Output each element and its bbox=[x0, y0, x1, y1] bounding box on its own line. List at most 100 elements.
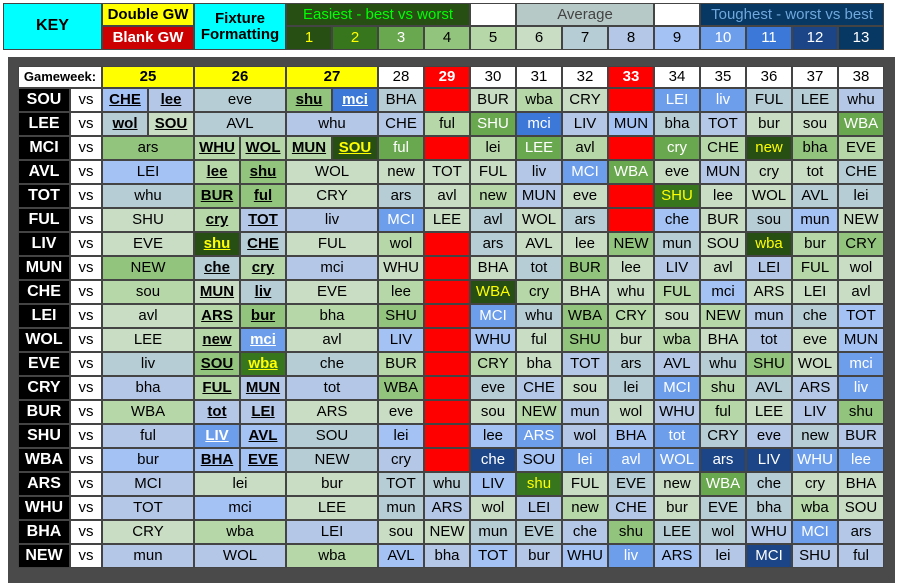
fixture: ars bbox=[378, 184, 424, 208]
fixture: SHU bbox=[102, 208, 194, 232]
fixture: BHA bbox=[194, 448, 240, 472]
fixture: WBA bbox=[700, 472, 746, 496]
fixture: CHE bbox=[700, 136, 746, 160]
fixture: EVE bbox=[516, 520, 562, 544]
gameweek-header: 38 bbox=[838, 66, 884, 88]
formatting-line: Fixture bbox=[214, 9, 265, 27]
fixture: SHU bbox=[792, 544, 838, 568]
blank-fixture bbox=[424, 256, 470, 280]
fixture: wba bbox=[654, 328, 700, 352]
fixture: lee bbox=[194, 160, 240, 184]
fixture: SOU bbox=[516, 448, 562, 472]
fixture: SOU bbox=[194, 352, 240, 376]
fixture: EVE bbox=[608, 472, 654, 496]
fixture: mci bbox=[194, 496, 286, 520]
fixture: lee bbox=[562, 232, 608, 256]
fixture: CHE bbox=[608, 496, 654, 520]
fixture: LIV bbox=[792, 400, 838, 424]
fixture: wol bbox=[378, 232, 424, 256]
gameweek-header: 37 bbox=[792, 66, 838, 88]
fixture: shu bbox=[608, 520, 654, 544]
fixture: AVL bbox=[792, 184, 838, 208]
fixture: ars bbox=[838, 520, 884, 544]
fixture: MCI bbox=[470, 304, 516, 328]
fixture: new bbox=[194, 328, 240, 352]
fixture: NEW bbox=[700, 304, 746, 328]
fixture: sou bbox=[746, 208, 792, 232]
fixture: ful bbox=[516, 328, 562, 352]
fixture: ful bbox=[240, 184, 286, 208]
vs-label: vs bbox=[70, 88, 102, 112]
fixture: TOT bbox=[424, 160, 470, 184]
fixture: eve bbox=[470, 376, 516, 400]
team-name: WOL bbox=[18, 328, 70, 352]
fixture: TOT bbox=[470, 544, 516, 568]
fixture: mci bbox=[516, 112, 562, 136]
fixture: cry bbox=[516, 280, 562, 304]
fixture: avl bbox=[424, 184, 470, 208]
fixture: lee bbox=[700, 184, 746, 208]
fixture: tot bbox=[286, 376, 378, 400]
fixture: CHE bbox=[378, 112, 424, 136]
fixture: mun bbox=[102, 544, 194, 568]
fixture: wol bbox=[470, 496, 516, 520]
fixture: che bbox=[562, 520, 608, 544]
fixture: wba bbox=[240, 352, 286, 376]
fixture: LIV bbox=[654, 256, 700, 280]
fixture: SHU bbox=[562, 328, 608, 352]
fixture: mci bbox=[700, 280, 746, 304]
level-swatch: 8 bbox=[608, 26, 654, 50]
team-name: WHU bbox=[18, 496, 70, 520]
fixture: bur bbox=[102, 448, 194, 472]
fixture: FUL bbox=[654, 280, 700, 304]
team-name: ARS bbox=[18, 472, 70, 496]
fixture: lei bbox=[562, 448, 608, 472]
gameweek-header: 32 bbox=[562, 66, 608, 88]
team-name: FUL bbox=[18, 208, 70, 232]
fixture: FUL bbox=[194, 376, 240, 400]
fixture: MCI bbox=[102, 472, 194, 496]
fixture: lei bbox=[470, 136, 516, 160]
key-title: KEY bbox=[3, 3, 102, 50]
vs-label: vs bbox=[70, 400, 102, 424]
fixture: ars bbox=[102, 136, 194, 160]
team-name: BHA bbox=[18, 520, 70, 544]
team-name: AVL bbox=[18, 160, 70, 184]
vs-label: vs bbox=[70, 280, 102, 304]
fixture: ful bbox=[700, 400, 746, 424]
fixture: wba bbox=[792, 496, 838, 520]
fixture: WOL bbox=[286, 160, 378, 184]
fixture: new bbox=[562, 496, 608, 520]
fixture: liv bbox=[286, 208, 378, 232]
fixture: lee bbox=[608, 256, 654, 280]
gameweek-header: 31 bbox=[516, 66, 562, 88]
fixture: ars bbox=[470, 232, 516, 256]
fixture: EVE bbox=[700, 496, 746, 520]
fixture: avl bbox=[700, 256, 746, 280]
gameweek-header: 28 bbox=[378, 66, 424, 88]
fixture: LEE bbox=[516, 136, 562, 160]
fixture: MUN bbox=[240, 376, 286, 400]
fixture: LIV bbox=[470, 472, 516, 496]
fixture: NEW bbox=[102, 256, 194, 280]
blank-fixture bbox=[424, 136, 470, 160]
fixture: cry bbox=[654, 136, 700, 160]
blank-fixture bbox=[424, 232, 470, 256]
level-swatch: 10 bbox=[700, 26, 746, 50]
fixture: shu bbox=[286, 88, 332, 112]
fixture: LEI bbox=[746, 256, 792, 280]
team-name: LEI bbox=[18, 304, 70, 328]
fixture: liv bbox=[516, 160, 562, 184]
vs-label: vs bbox=[70, 448, 102, 472]
gameweek-header: 34 bbox=[654, 66, 700, 88]
fixture: bha bbox=[792, 136, 838, 160]
formatting-line: Formatting bbox=[200, 25, 280, 43]
fixture: che bbox=[654, 208, 700, 232]
average-band: Average bbox=[516, 3, 654, 26]
team-name: NEW bbox=[18, 544, 70, 568]
level-swatch: 1 bbox=[286, 26, 332, 50]
easiest-band: Easiest - best vs worst bbox=[286, 3, 470, 26]
fixture: WBA bbox=[378, 376, 424, 400]
fixture: bha bbox=[424, 544, 470, 568]
fixture: WHU bbox=[194, 136, 240, 160]
